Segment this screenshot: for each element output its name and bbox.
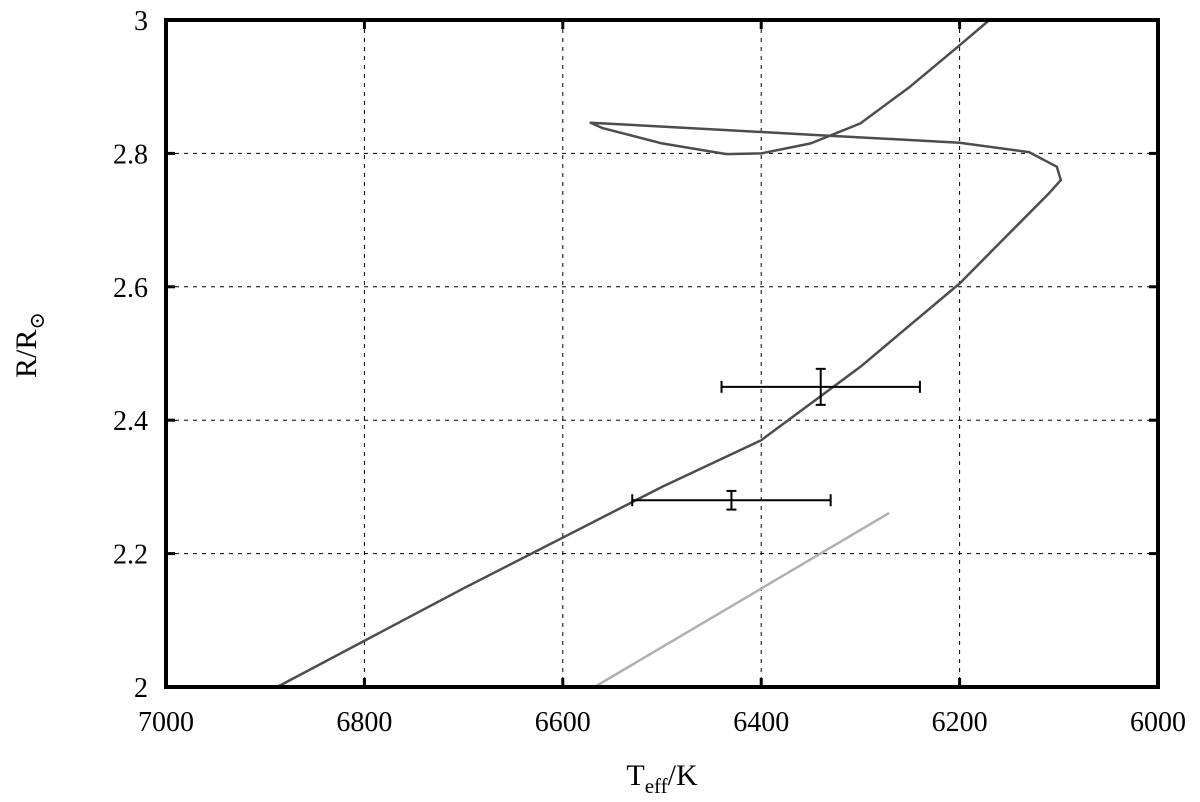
error-point-2 — [631, 489, 832, 511]
y-tick-label: 2.4 — [113, 406, 148, 437]
y-tick-label: 3 — [134, 6, 148, 37]
x-tick-label: 6200 — [932, 707, 988, 738]
x-tick-label: 6400 — [733, 707, 789, 738]
x-tick-label: 6000 — [1130, 707, 1186, 738]
y-tick-label: 2.6 — [113, 273, 148, 304]
y-axis-label-sub: ⊙ — [25, 312, 49, 330]
tick-labels: 7000 6800 6600 6400 6200 6000 2 2.2 2.4 2.6 2.8 3 — [113, 6, 1186, 738]
x-axis-label: Teff/K — [626, 759, 698, 798]
y-tick-label: 2.2 — [113, 540, 148, 571]
error-bars — [631, 367, 921, 511]
error-point-1 — [720, 367, 921, 406]
x-axis-label-suffix: /K — [668, 759, 698, 792]
series-layer — [275, 18, 1063, 689]
plot-frame — [164, 18, 1160, 689]
y-tick-label: 2 — [134, 673, 148, 704]
y-tick-label: 2.8 — [113, 139, 148, 170]
ticks — [164, 18, 1160, 689]
x-tick-label: 7000 — [138, 707, 194, 738]
series-line-2 — [593, 512, 890, 689]
x-tick-label: 6600 — [535, 707, 591, 738]
grid — [166, 20, 1158, 687]
x-axis-label-sub: eff — [645, 774, 668, 798]
y-axis-label-main: R/R — [10, 330, 43, 378]
x-axis-label-main: T — [626, 759, 644, 792]
y-axis-label: R/R⊙ — [10, 312, 49, 378]
x-tick-label: 6800 — [336, 707, 392, 738]
series-line-1 — [275, 18, 1063, 689]
